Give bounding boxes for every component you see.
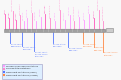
Text: c.IVS9+1G>A: c.IVS9+1G>A <box>35 51 48 53</box>
Text: p.Y109*: p.Y109* <box>16 11 17 20</box>
Text: c.IVS7+1G>A: c.IVS7+1G>A <box>23 47 36 48</box>
Text: p.R88Wfs*7: p.R88Wfs*7 <box>11 46 22 47</box>
Text: p.R544fs*: p.R544fs* <box>69 50 78 51</box>
Text: p.R322W: p.R322W <box>35 11 36 20</box>
Text: c.240+1G>T: c.240+1G>T <box>12 0 13 11</box>
Text: c.1477-3C>G: c.1477-3C>G <box>59 0 60 10</box>
Text: c.785+1G>T: c.785+1G>T <box>31 0 33 12</box>
Text: c.IVS10-1G>C: c.IVS10-1G>C <box>35 54 49 55</box>
Text: c.IVS18-1G>A: c.IVS18-1G>A <box>83 43 97 45</box>
Text: Splicing site mutations: Splicing site mutations <box>6 68 30 69</box>
Text: p.R848fs*: p.R848fs* <box>94 50 104 51</box>
Text: c.1286-2A>G: c.1286-2A>G <box>50 4 51 18</box>
Text: p.G763V: p.G763V <box>84 10 85 20</box>
Text: c.2542delC: c.2542delC <box>94 47 105 48</box>
Text: p.R193Q: p.R193Q <box>23 11 24 20</box>
Text: c.490-1G>A: c.490-1G>A <box>19 2 21 15</box>
Text: Frameshift mutations (known): Frameshift mutations (known) <box>6 74 38 76</box>
Text: p.G837E: p.G837E <box>88 4 89 13</box>
Text: p.V725I: p.V725I <box>79 8 80 16</box>
Bar <box>4 29 105 32</box>
Text: p.H428fs*: p.H428fs* <box>53 46 63 47</box>
Text: c.IVS12-2A>G: c.IVS12-2A>G <box>53 43 67 45</box>
Text: p.K482N: p.K482N <box>55 11 56 20</box>
Text: c.IVS15+1G>T: c.IVS15+1G>T <box>69 47 83 49</box>
Text: p.V193fs*: p.V193fs* <box>23 49 32 50</box>
Text: Missense/nonsense mutations: Missense/nonsense mutations <box>6 65 38 67</box>
Bar <box>106 28 113 32</box>
Text: c.2630+2T>C: c.2630+2T>C <box>98 0 99 10</box>
Text: p.H242R: p.H242R <box>27 8 28 17</box>
Text: p.Q879*: p.Q879* <box>93 9 94 18</box>
Text: c.IVS4-1G>A: c.IVS4-1G>A <box>11 43 23 45</box>
Text: p.G725fs*: p.G725fs* <box>83 46 93 47</box>
Text: c.1677+1G>A: c.1677+1G>A <box>74 5 75 20</box>
Text: p.A326fs*: p.A326fs* <box>35 56 45 57</box>
Text: p.R88*: p.R88* <box>9 11 10 18</box>
Text: p.A879fs*: p.A879fs* <box>104 54 113 56</box>
Text: p.R544W: p.R544W <box>69 5 70 15</box>
Text: p.Q7*: p.Q7* <box>5 8 6 14</box>
Text: p.W428*: p.W428* <box>45 4 46 13</box>
Text: p.E522K: p.E522K <box>64 11 65 20</box>
Text: c.IVS19+1G>C: c.IVS19+1G>C <box>104 52 118 53</box>
Text: Frameshift mutations (novel): Frameshift mutations (novel) <box>6 71 37 73</box>
Text: p.L350P: p.L350P <box>40 8 41 16</box>
Text: c.2630+5G>A: c.2630+5G>A <box>103 5 104 20</box>
FancyBboxPatch shape <box>2 64 42 79</box>
